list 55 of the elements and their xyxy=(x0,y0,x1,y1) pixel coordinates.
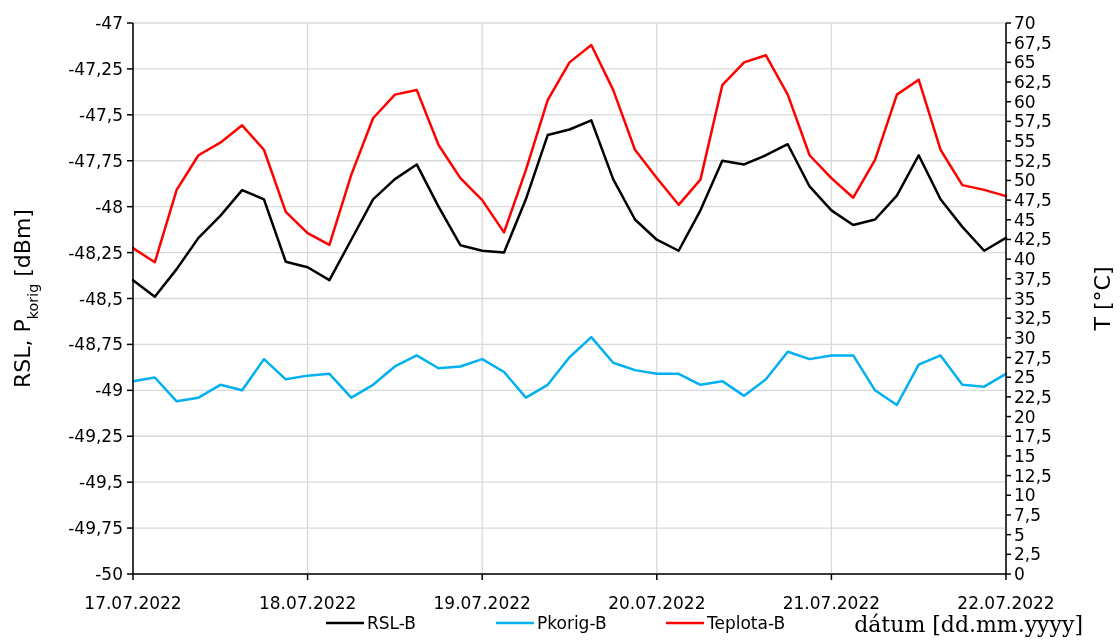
y-tick-label: -47 xyxy=(95,13,123,33)
y2-tick-label: 30 xyxy=(1014,327,1036,348)
x-tick-label: 19.07.2022 xyxy=(433,593,531,613)
y2-tick-label: 7,5 xyxy=(1014,504,1042,525)
y2-tick-label: 57,5 xyxy=(1014,111,1052,132)
legend-label: Pkorig-B xyxy=(537,613,607,633)
y2-tick-label: 45 xyxy=(1014,209,1036,230)
y-tick-label: -49,5 xyxy=(79,472,123,493)
y-tick-label: -48,75 xyxy=(68,334,123,355)
y-tick-label: -49,25 xyxy=(68,426,123,447)
y-tick-label: -47,25 xyxy=(68,58,123,79)
y2-tick-label: 50 xyxy=(1014,170,1036,191)
x-axis-title: dátum [dd.mm.yyyy] xyxy=(854,612,1083,637)
x-tick-label: 22.07.2022 xyxy=(957,593,1055,613)
x-tick-label: 21.07.2022 xyxy=(782,593,881,613)
y-tick-label: -50 xyxy=(95,564,123,584)
y-tick-label: -49 xyxy=(95,380,123,401)
y-tick-label: -47,75 xyxy=(68,150,123,171)
y2-tick-label: 27,5 xyxy=(1014,347,1052,368)
y2-tick-label: 20 xyxy=(1014,406,1036,427)
y2-tick-label: 62,5 xyxy=(1014,72,1052,93)
line-series xyxy=(131,43,1008,264)
y-tick-label: -48,25 xyxy=(68,242,123,263)
y-tick-label: -48,5 xyxy=(79,288,123,309)
y2-tick-label: 32,5 xyxy=(1014,308,1052,329)
y2-tick-label: 55 xyxy=(1014,131,1036,152)
y-tick-label: -48 xyxy=(95,196,123,217)
x-tick-label: 20.07.2022 xyxy=(608,593,706,613)
y2-tick-label: 0 xyxy=(1014,564,1025,584)
y2-tick-label: 42,5 xyxy=(1014,229,1052,250)
y2-tick-label: 65 xyxy=(1014,52,1036,73)
y2-tick-label: 5 xyxy=(1014,524,1025,545)
y2-tick-label: 35 xyxy=(1014,288,1036,309)
y2-tick-label: 15 xyxy=(1014,445,1036,466)
y2-tick-label: 60 xyxy=(1014,91,1036,112)
y2-tick-label: 22,5 xyxy=(1014,386,1052,407)
y2-tick-label: 25 xyxy=(1014,367,1036,388)
x-tick-label: 18.07.2022 xyxy=(258,593,357,613)
y2-tick-label: 52,5 xyxy=(1014,150,1052,171)
y2-tick-label: 10 xyxy=(1014,485,1036,506)
legend-label: Teplota-B xyxy=(706,613,786,633)
y2-axis-title: T [°C] xyxy=(1090,266,1115,332)
y2-tick-label: 47,5 xyxy=(1014,190,1052,211)
y2-tick-label: 2,5 xyxy=(1014,544,1042,565)
x-tick-label: 17.07.2022 xyxy=(84,593,182,613)
y-tick-label: -47,5 xyxy=(79,104,123,125)
legend-label: RSL-B xyxy=(367,613,416,633)
y2-tick-label: 70 xyxy=(1014,13,1036,33)
y-tick-label: -49,75 xyxy=(68,518,123,539)
y2-tick-label: 40 xyxy=(1014,249,1036,270)
y2-tick-label: 37,5 xyxy=(1014,268,1052,289)
y2-tick-label: 17,5 xyxy=(1014,426,1052,447)
y2-tick-label: 12,5 xyxy=(1014,465,1052,486)
line-series xyxy=(131,335,1008,407)
y2-tick-label: 67,5 xyxy=(1014,32,1052,53)
